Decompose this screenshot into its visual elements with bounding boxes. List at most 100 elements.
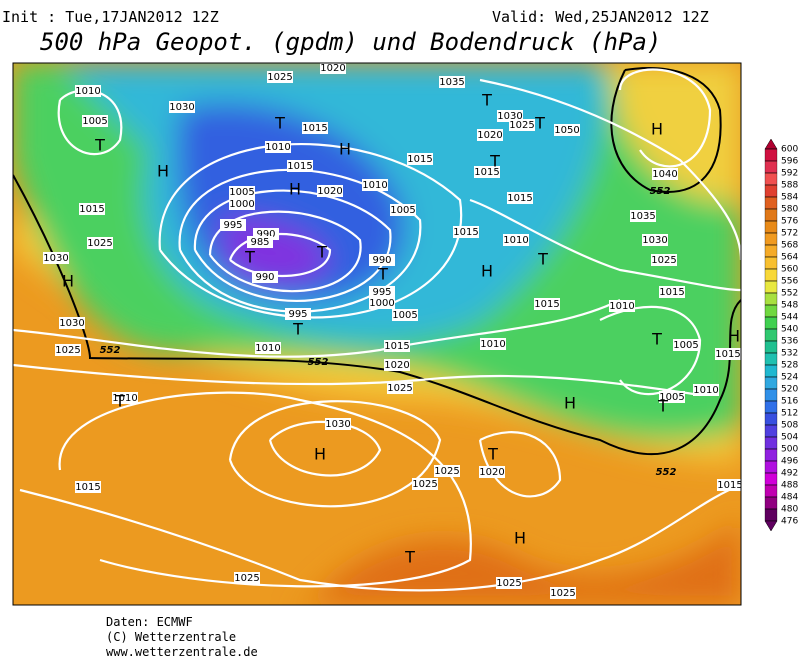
pressure-label-bg (609, 300, 635, 312)
pressure-label: 1050 (554, 125, 579, 136)
pressure-label-bg (302, 122, 328, 134)
pressure-label: 1015 (79, 204, 104, 215)
pressure-label-bg (507, 192, 533, 204)
pressure-label-bg (229, 198, 255, 210)
pressure-label: 995 (372, 287, 391, 298)
pressure-label: 1020 (320, 63, 345, 74)
legend-swatch (764, 316, 778, 330)
pressure-label: 1015 (302, 123, 327, 134)
pressure-label-bg (554, 124, 580, 136)
pressure-label-bg (439, 76, 465, 88)
legend-label: 576 (781, 217, 798, 227)
pressure-label-bg (112, 392, 138, 404)
pressure-label: 1035 (439, 77, 464, 88)
legend-swatch (764, 376, 778, 390)
legend-swatch (764, 448, 778, 462)
pressure-label-bg (252, 271, 278, 283)
pressure-label: 1020 (479, 467, 504, 478)
legend-label: 556 (781, 277, 798, 287)
pressure-label: 1015 (407, 154, 432, 165)
pressure-center: T (657, 397, 668, 416)
pressure-label-bg (285, 308, 311, 320)
pressure-label-bg (79, 203, 105, 215)
legend-swatch (764, 232, 778, 246)
legend-label: 516 (781, 397, 798, 407)
pressure-label: 1010 (362, 180, 387, 191)
pressure-label: 1015 (507, 193, 532, 204)
pressure-label-bg (693, 384, 719, 396)
legend-swatch (764, 484, 778, 498)
legend-cap (764, 138, 778, 150)
pressure-label-bg (715, 348, 741, 360)
pressure-label: 1010 (480, 339, 505, 350)
pressure-label-bg (434, 465, 460, 477)
pressure-label: 1000 (369, 298, 394, 309)
pressure-label: 1010 (609, 301, 634, 312)
pressure-center: T (377, 265, 388, 284)
pressure-label-bg (325, 418, 351, 430)
legend-swatch (764, 268, 778, 282)
legend-swatch (764, 172, 778, 186)
pressure-label-bg (87, 237, 113, 249)
pressure-center: T (651, 330, 662, 349)
pressure-label-bg (387, 382, 413, 394)
pressure-label: 1005 (659, 392, 684, 403)
legend-swatch (764, 256, 778, 270)
legend-swatch (764, 496, 778, 510)
legend-swatch (764, 460, 778, 474)
pressure-label-bg (407, 153, 433, 165)
pressure-center: H (62, 272, 74, 291)
pressure-center: T (534, 114, 545, 133)
pressure-label-bg (659, 391, 685, 403)
data-source: Daten: ECMWF (106, 615, 193, 629)
legend-label: 588 (781, 181, 798, 191)
pressure-label-bg (234, 572, 260, 584)
contour-label: 552 (308, 357, 329, 368)
pressure-label-bg (412, 478, 438, 490)
legend-label: 568 (781, 241, 798, 251)
pressure-label-bg (169, 101, 195, 113)
legend-swatch (764, 340, 778, 354)
pressure-label-bg (317, 185, 343, 197)
legend-label: 488 (781, 481, 798, 491)
legend-label: 520 (781, 385, 798, 395)
pressure-label: 1010 (265, 142, 290, 153)
contour-label: 552 (656, 467, 677, 478)
pressure-label: 1010 (503, 235, 528, 246)
pressure-label: 1015 (474, 167, 499, 178)
legend-label: 572 (781, 229, 798, 239)
pressure-label: 1025 (55, 345, 80, 356)
legend-cap (764, 520, 778, 532)
pressure-label-bg (453, 226, 479, 238)
pressure-label: 1030 (325, 419, 350, 430)
pressure-label-bg (287, 160, 313, 172)
pressure-label: 1025 (550, 588, 575, 599)
pressure-label-bg (220, 219, 246, 231)
pressure-label-bg (651, 254, 677, 266)
pressure-label: 1015 (659, 287, 684, 298)
legend-label: 580 (781, 205, 798, 215)
legend-swatch (764, 304, 778, 318)
map-labels: 1010 1005 1030 1025 1020 1035 1015 1010 1015 1020… (43, 63, 741, 599)
legend-swatch (764, 436, 778, 450)
legend-label: 600 (781, 145, 798, 155)
legend-swatch (764, 184, 778, 198)
pressure-label: 1025 (496, 578, 521, 589)
legend-label: 584 (781, 193, 798, 203)
map-title: 500 hPa Geopot. (gpdm) und Bodendruck (h… (40, 28, 661, 56)
legend-label: 476 (781, 517, 798, 527)
legend-label: 484 (781, 493, 798, 503)
pressure-label-bg (369, 297, 395, 309)
pressure-label: 1035 (630, 211, 655, 222)
pressure-center: H (564, 394, 576, 413)
pressure-label-bg (369, 254, 395, 266)
pressure-label-bg (496, 577, 522, 589)
pressure-label: 1030 (169, 102, 194, 113)
pressure-label-bg (267, 71, 293, 83)
legend-swatch (764, 388, 778, 402)
pressure-label-bg (362, 179, 388, 191)
pressure-label: 995 (288, 309, 307, 320)
pressure-label-bg (390, 204, 416, 216)
pressure-label: 1005 (82, 116, 107, 127)
